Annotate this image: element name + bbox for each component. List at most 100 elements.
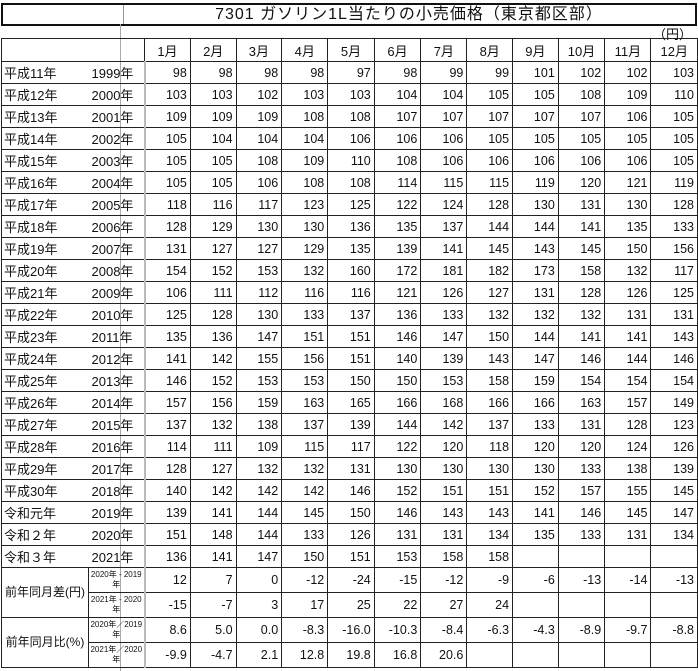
price-cell[interactable]: 127 — [466, 281, 514, 304]
price-cell[interactable]: 107 — [466, 105, 514, 128]
month-header[interactable]: 3月 — [235, 38, 283, 62]
price-cell[interactable]: 131 — [144, 237, 191, 260]
price-cell[interactable]: 134 — [466, 523, 514, 546]
year-cell[interactable]: 2004年 — [88, 171, 146, 194]
era-year-cell[interactable]: 令和元年 — [1, 501, 89, 524]
price-cell[interactable]: 150 — [327, 501, 375, 524]
year-cell[interactable]: 2013年 — [88, 369, 146, 392]
price-cell[interactable]: 107 — [512, 105, 559, 128]
price-cell[interactable]: 158 — [466, 369, 514, 392]
price-cell[interactable]: 109 — [235, 105, 283, 128]
price-cell[interactable]: 106 — [235, 171, 283, 194]
price-cell[interactable]: 137 — [420, 215, 468, 238]
price-cell[interactable]: 147 — [235, 545, 283, 568]
month-header[interactable]: 1月 — [144, 38, 191, 62]
price-cell[interactable]: 105 — [604, 127, 652, 150]
month-header[interactable]: 5月 — [327, 38, 375, 62]
price-cell[interactable]: 130 — [281, 215, 329, 238]
comparison-cell[interactable] — [604, 592, 652, 618]
price-cell[interactable]: 144 — [235, 523, 283, 546]
year-cell[interactable]: 2000年 — [88, 83, 146, 106]
price-cell[interactable] — [650, 545, 698, 568]
price-cell[interactable]: 157 — [604, 391, 652, 414]
price-cell[interactable]: 119 — [650, 171, 698, 194]
year-cell[interactable]: 2010年 — [88, 303, 146, 326]
price-cell[interactable]: 158 — [466, 545, 514, 568]
price-cell[interactable]: 115 — [281, 435, 329, 458]
price-cell[interactable]: 155 — [235, 347, 283, 370]
price-cell[interactable]: 106 — [604, 105, 652, 128]
era-year-cell[interactable]: 平成12年 — [1, 83, 89, 106]
group-label[interactable]: 前年同月比(%) — [1, 617, 89, 668]
comparison-cell[interactable]: 16.8 — [373, 642, 422, 668]
price-cell[interactable]: 145 — [281, 501, 329, 524]
price-cell[interactable]: 131 — [420, 523, 468, 546]
price-cell[interactable]: 130 — [420, 457, 468, 480]
price-cell[interactable]: 150 — [373, 369, 422, 392]
price-cell[interactable]: 163 — [281, 391, 329, 414]
price-cell[interactable]: 128 — [189, 303, 237, 326]
price-cell[interactable]: 141 — [144, 347, 191, 370]
era-year-cell[interactable]: 平成19年 — [1, 237, 89, 260]
comparison-cell[interactable]: -8.8 — [650, 617, 698, 643]
price-cell[interactable]: 126 — [650, 435, 698, 458]
era-year-cell[interactable]: 平成21年 — [1, 281, 89, 304]
price-cell[interactable]: 106 — [604, 149, 652, 172]
price-cell[interactable]: 126 — [604, 281, 652, 304]
price-cell[interactable]: 105 — [144, 149, 191, 172]
price-cell[interactable]: 108 — [281, 105, 329, 128]
price-cell[interactable]: 132 — [512, 303, 559, 326]
comparison-cell[interactable]: -14 — [604, 567, 652, 593]
year-cell[interactable]: 2017年 — [88, 457, 146, 480]
price-cell[interactable]: 135 — [327, 237, 375, 260]
price-cell[interactable]: 154 — [144, 259, 191, 282]
price-cell[interactable]: 157 — [144, 391, 191, 414]
price-cell[interactable]: 151 — [420, 479, 468, 502]
price-cell[interactable]: 142 — [420, 413, 468, 436]
price-cell[interactable]: 139 — [327, 413, 375, 436]
title-box[interactable]: 7301 ガソリン1L当たりの小売価格（東京都区部） — [1, 3, 697, 26]
price-cell[interactable] — [512, 545, 559, 568]
price-cell[interactable]: 120 — [557, 435, 606, 458]
month-header[interactable]: 10月 — [557, 38, 606, 62]
price-cell[interactable]: 158 — [420, 545, 468, 568]
price-cell[interactable]: 103 — [650, 61, 698, 84]
month-header[interactable]: 2月 — [189, 38, 237, 62]
price-cell[interactable]: 137 — [327, 303, 375, 326]
year-cell[interactable]: 2021年 — [88, 545, 146, 568]
price-cell[interactable]: 132 — [604, 259, 652, 282]
year-cell[interactable]: 2007年 — [88, 237, 146, 260]
comparison-cell[interactable] — [557, 592, 606, 618]
price-cell[interactable]: 154 — [557, 369, 606, 392]
price-cell[interactable]: 143 — [466, 501, 514, 524]
price-cell[interactable]: 143 — [420, 501, 468, 524]
price-cell[interactable]: 115 — [420, 171, 468, 194]
price-cell[interactable]: 122 — [373, 193, 422, 216]
price-cell[interactable]: 142 — [235, 479, 283, 502]
price-cell[interactable]: 163 — [557, 391, 606, 414]
price-cell[interactable]: 128 — [144, 215, 191, 238]
price-cell[interactable]: 159 — [512, 369, 559, 392]
price-cell[interactable]: 107 — [420, 105, 468, 128]
price-cell[interactable]: 106 — [557, 149, 606, 172]
price-cell[interactable]: 135 — [144, 325, 191, 348]
month-header[interactable]: 12月 — [650, 38, 698, 62]
price-cell[interactable]: 143 — [512, 237, 559, 260]
price-cell[interactable]: 119 — [512, 171, 559, 194]
price-cell[interactable]: 108 — [281, 171, 329, 194]
price-cell[interactable]: 103 — [144, 83, 191, 106]
comparison-cell[interactable] — [650, 592, 698, 618]
price-cell[interactable]: 146 — [373, 325, 422, 348]
price-cell[interactable]: 133 — [557, 457, 606, 480]
price-cell[interactable]: 173 — [512, 259, 559, 282]
price-cell[interactable]: 158 — [557, 259, 606, 282]
price-cell[interactable]: 106 — [144, 281, 191, 304]
comparison-cell[interactable]: -9 — [466, 567, 514, 593]
price-cell[interactable]: 151 — [327, 545, 375, 568]
price-cell[interactable]: 141 — [512, 501, 559, 524]
era-year-cell[interactable]: 平成11年 — [1, 61, 89, 84]
comparison-cell[interactable]: -8.3 — [281, 617, 329, 643]
price-cell[interactable]: 146 — [327, 479, 375, 502]
comparison-cell[interactable]: -9.7 — [604, 617, 652, 643]
price-cell[interactable]: 128 — [557, 281, 606, 304]
